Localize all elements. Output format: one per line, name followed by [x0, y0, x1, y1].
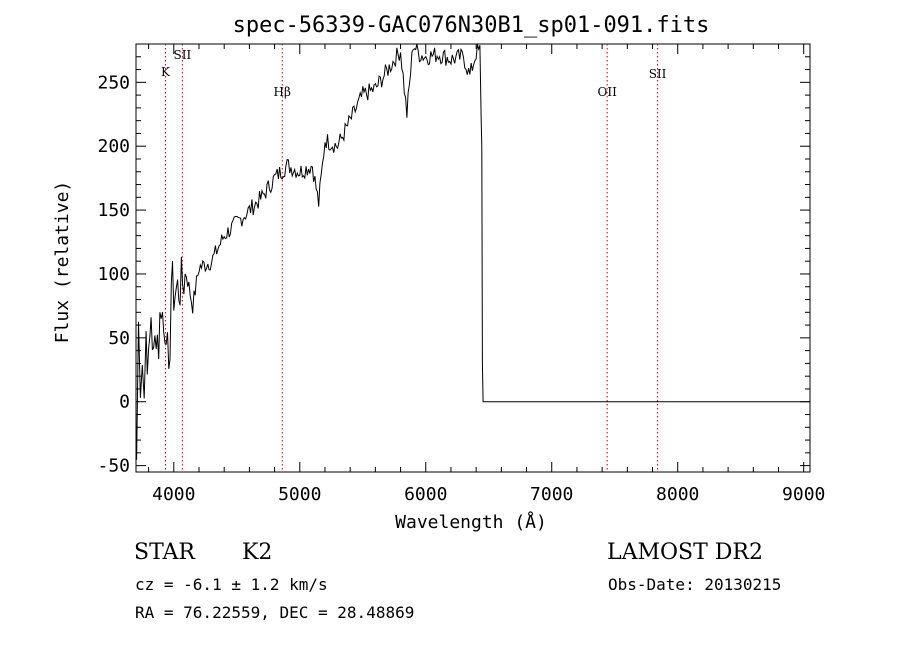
y-tick-label: 50: [108, 328, 130, 349]
star-class: STAR: [134, 540, 195, 565]
x-tick-label: 7000: [530, 484, 573, 505]
reference-line-label: SII: [174, 48, 192, 62]
y-axis-label: Flux (relative): [52, 181, 73, 344]
y-tick-label: 100: [97, 264, 130, 285]
obs-date: Obs-Date: 20130215: [608, 575, 782, 594]
y-tick-label: 150: [97, 200, 130, 221]
cz-value: cz = -6.1 ± 1.2 km/s: [135, 575, 328, 594]
ra-dec: RA = 76.22559, DEC = 28.48869: [135, 603, 415, 622]
plot-frame: [135, 43, 811, 473]
reference-line-label: Hβ: [274, 85, 291, 99]
y-tick-label: 0: [119, 392, 130, 413]
reference-line-label: K: [161, 65, 171, 79]
y-tick-label: 200: [97, 136, 130, 157]
reference-line-label: SII: [649, 67, 667, 81]
spectrum-line: [136, 43, 810, 460]
x-tick-label: 4000: [152, 484, 195, 505]
x-tick-label: 5000: [278, 484, 321, 505]
survey-label: LAMOST DR2: [607, 540, 763, 565]
reference-line-label: OII: [598, 85, 618, 99]
x-tick-label: 8000: [656, 484, 699, 505]
chart-title: spec-56339-GAC076N30B1_sp01-091.fits: [233, 13, 710, 38]
y-tick-label: -50: [97, 456, 130, 477]
y-tick-label: 250: [97, 72, 130, 93]
x-tick-label: 9000: [782, 484, 825, 505]
axes: 4000 5000 6000 7000 8000 9000 -50 0 50 100 150 200 2…: [97, 44, 825, 505]
x-tick-label: 6000: [404, 484, 447, 505]
x-axis-label: Wavelength (Å): [395, 511, 547, 533]
star-subclass: K2: [242, 540, 273, 565]
